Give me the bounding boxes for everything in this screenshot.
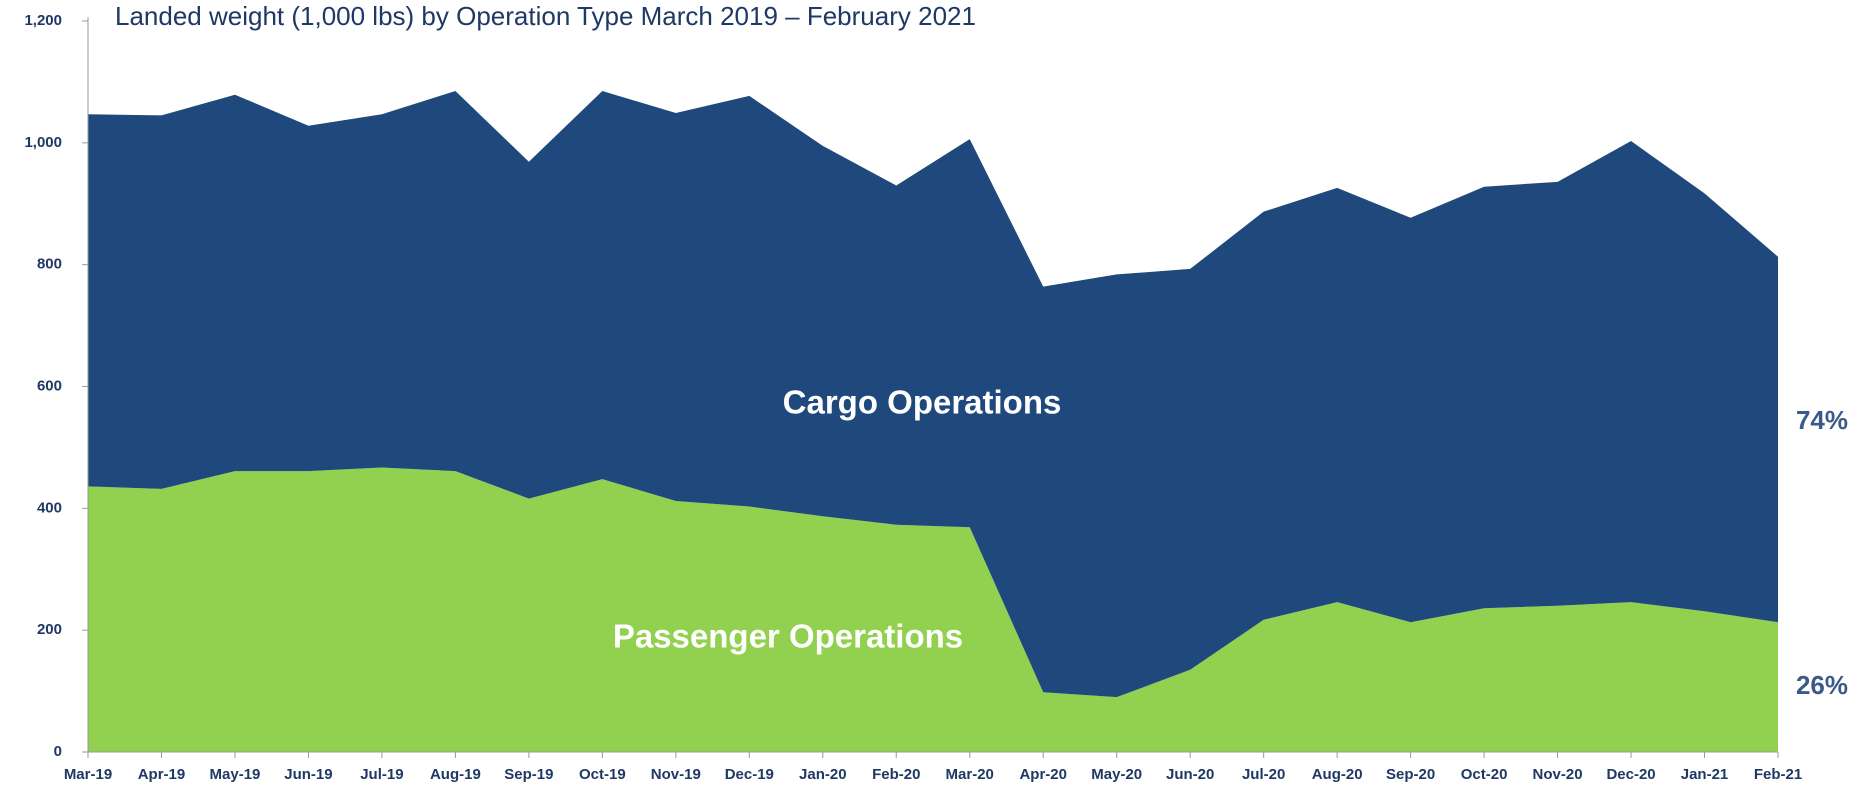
x-tick-label: May-20 xyxy=(1091,766,1142,783)
x-tick-label: Feb-21 xyxy=(1754,766,1802,783)
y-tick-label: 400 xyxy=(37,499,62,516)
x-tick-label: Jan-21 xyxy=(1681,766,1729,783)
x-tick-label: Sep-19 xyxy=(504,766,553,783)
x-tick-label: Feb-20 xyxy=(872,766,920,783)
x-tick-label: Apr-19 xyxy=(138,766,186,783)
x-tick-label: Nov-20 xyxy=(1533,766,1583,783)
x-tick-label: Aug-19 xyxy=(430,766,481,783)
x-tick-label: Oct-20 xyxy=(1461,766,1508,783)
chart-title: Landed weight (1,000 lbs) by Operation T… xyxy=(115,1,976,31)
y-tick-label: 600 xyxy=(37,377,62,394)
x-tick-label: Dec-19 xyxy=(725,766,774,783)
x-tick-label: Jan-20 xyxy=(799,766,847,783)
x-tick-label: Aug-20 xyxy=(1312,766,1363,783)
annotation: 74% xyxy=(1796,405,1848,435)
y-tick-label: 1,200 xyxy=(24,12,62,29)
area xyxy=(88,467,1778,752)
x-tick-label: Apr-20 xyxy=(1019,766,1067,783)
x-tick-label: Nov-19 xyxy=(651,766,701,783)
annotation: 26% xyxy=(1796,670,1848,700)
series-label: Cargo Operations xyxy=(783,384,1062,421)
x-tick-label: Jul-20 xyxy=(1242,766,1285,783)
y-tick-label: 800 xyxy=(37,256,62,273)
x-tick-label: Jun-20 xyxy=(1166,766,1214,783)
x-tick-label: Oct-19 xyxy=(579,766,626,783)
x-tick-label: Jul-19 xyxy=(360,766,403,783)
x-tick-label: Mar-20 xyxy=(946,766,994,783)
x-tick-label: Jun-19 xyxy=(284,766,332,783)
x-tick-label: Sep-20 xyxy=(1386,766,1435,783)
x-tick-label: May-19 xyxy=(210,766,261,783)
x-tick-label: Dec-20 xyxy=(1606,766,1655,783)
area xyxy=(88,91,1778,698)
x-tick-label: Mar-19 xyxy=(64,766,112,783)
y-tick-label: 200 xyxy=(37,621,62,638)
series-label: Passenger Operations xyxy=(613,618,963,655)
y-tick-label: 1,000 xyxy=(24,134,62,151)
y-tick-label: 0 xyxy=(54,743,62,760)
